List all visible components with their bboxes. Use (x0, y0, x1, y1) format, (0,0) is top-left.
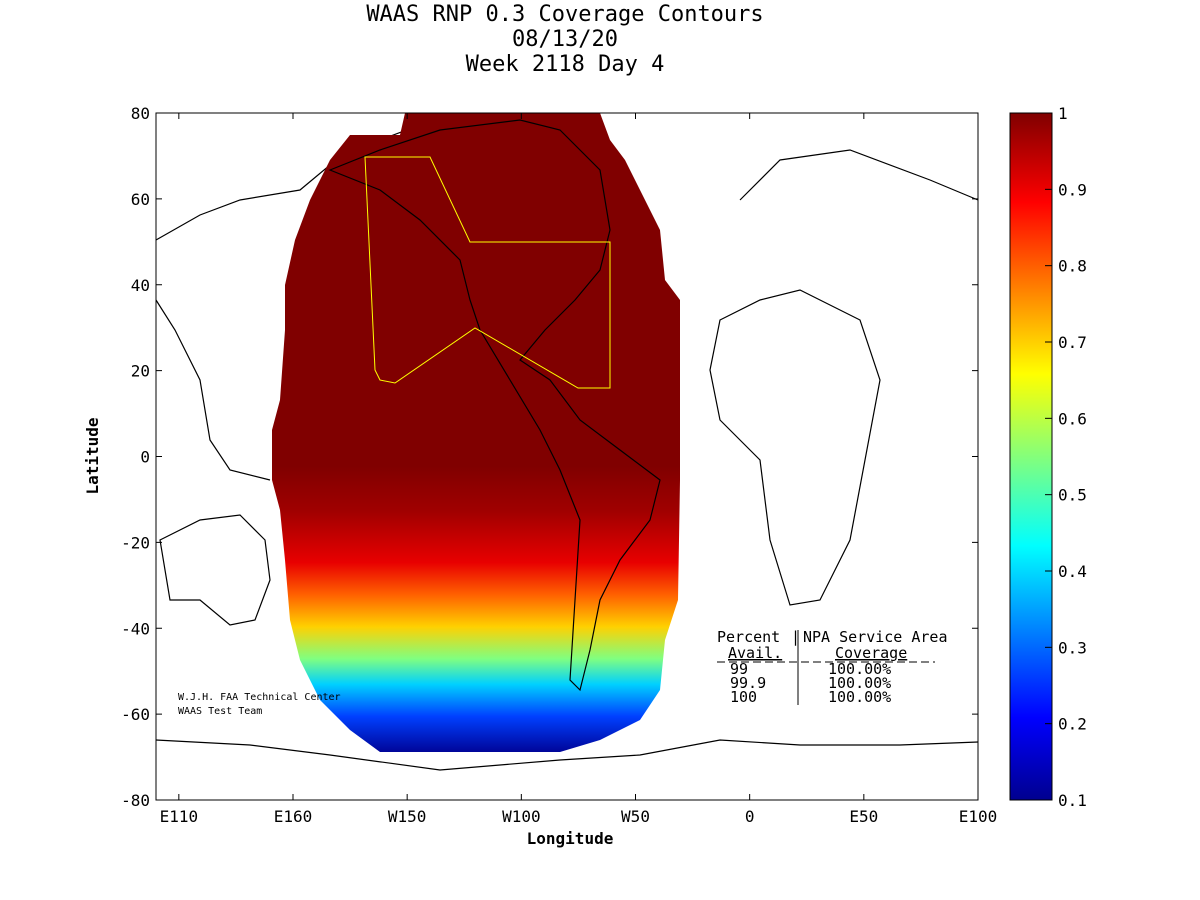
credit-line-1: W.J.H. FAA Technical Center (178, 692, 341, 703)
availability-table: Percent | NPA Service Area Avail. Covera… (717, 628, 948, 706)
coast-europe-africa (709, 149, 979, 606)
chart-week: Week 2118 Day 4 (465, 52, 665, 77)
colorbar-tick-label: 1 (1058, 104, 1068, 123)
coast-australia (159, 514, 271, 626)
chart-date: 08/13/20 (512, 27, 618, 52)
colorbar-tick-label: 0.8 (1058, 257, 1087, 276)
table-cell: 99 (730, 660, 748, 678)
colorbar-tick-label: 0.6 (1058, 409, 1087, 428)
table-cell: 100.00% (828, 660, 891, 678)
x-tick-label: 0 (745, 807, 755, 826)
americas-outline (328, 119, 661, 692)
x-axis-label: Longitude (527, 829, 614, 848)
y-tick-label: 60 (131, 190, 150, 209)
table-cell: 99.9 (730, 674, 766, 692)
table-header-coverage: Coverage (835, 644, 907, 662)
colorbar-tick-label: 0.4 (1058, 562, 1087, 581)
svg-text:|: | (791, 628, 800, 646)
y-tick-label: -40 (121, 619, 150, 638)
service-area-boundary (364, 156, 611, 389)
table-header-avail: Avail. (728, 644, 782, 662)
table-header-npa: NPA Service Area (803, 628, 948, 646)
x-tick-label: W150 (388, 807, 427, 826)
colorbar-ticks: 1 0.9 0.8 0.7 0.6 0.5 0.4 0.3 0.2 0.1 (1045, 104, 1087, 810)
colorbar-tick-label: 0.2 (1058, 715, 1087, 734)
y-tick-label: 20 (131, 362, 150, 381)
x-tick-label: E50 (849, 807, 878, 826)
coverage-region (272, 113, 680, 752)
coast-antarctica (155, 739, 979, 771)
y-tick-label: -80 (121, 791, 150, 810)
colorbar (1009, 112, 1053, 801)
y-tick-label: 0 (140, 448, 150, 467)
table-cell: 100 (730, 688, 757, 706)
chart-title: WAAS RNP 0.3 Coverage Contours (366, 2, 764, 27)
table-header-percent: Percent (717, 628, 780, 646)
x-tick-label: E100 (959, 807, 998, 826)
y-tick-label: -20 (121, 533, 150, 552)
axis-ticks: E110 E160 W150 W100 W50 0 E50 E100 80 60 40 20 0 -20 -… (121, 104, 997, 826)
colorbar-tick-label: 0.1 (1058, 791, 1087, 810)
y-axis-label: Latitude (83, 417, 102, 494)
credit-line-2: WAAS Test Team (178, 706, 262, 717)
colorbar-tick-label: 0.7 (1058, 333, 1087, 352)
colorbar-tick-label: 0.3 (1058, 638, 1087, 657)
y-tick-label: 80 (131, 104, 150, 123)
y-tick-label: 40 (131, 276, 150, 295)
x-tick-label: W100 (502, 807, 541, 826)
y-tick-label: -60 (121, 705, 150, 724)
x-tick-label: W50 (621, 807, 650, 826)
colorbar-tick-label: 0.5 (1058, 486, 1087, 505)
colorbar-tick-label: 0.9 (1058, 180, 1087, 199)
x-tick-label: E160 (274, 807, 313, 826)
table-cell: 100.00% (828, 674, 891, 692)
table-cell: 100.00% (828, 688, 891, 706)
x-tick-label: E110 (160, 807, 199, 826)
